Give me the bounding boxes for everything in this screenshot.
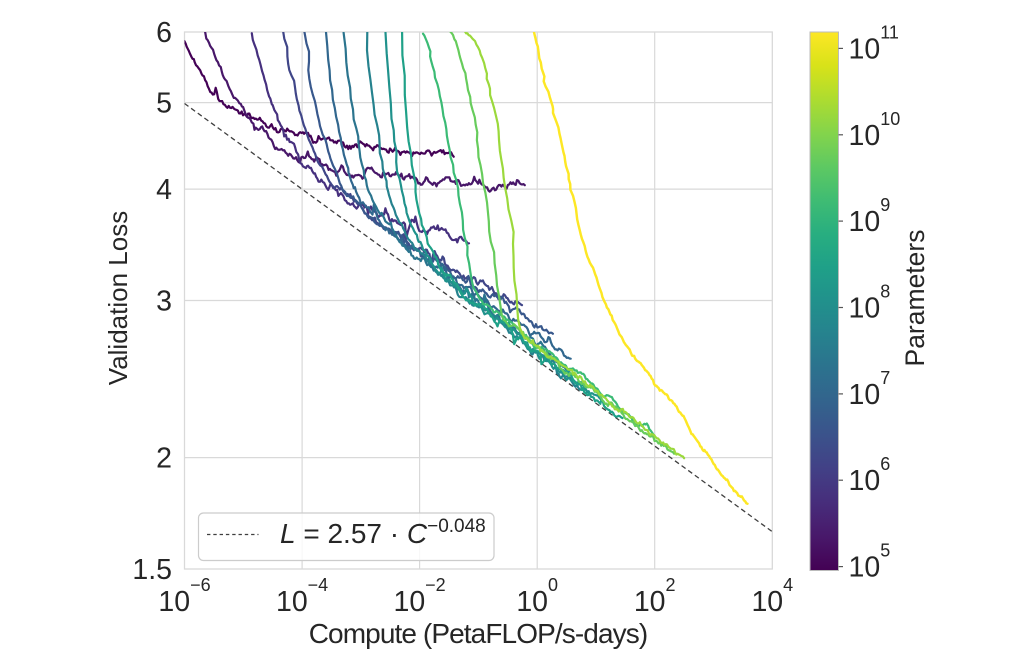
svg-text:6: 6 (156, 17, 172, 49)
svg-text:L = 2.57 · C−0.048: L = 2.57 · C−0.048 (280, 516, 486, 549)
svg-text:Parameters: Parameters (900, 230, 930, 367)
svg-text:Validation Loss: Validation Loss (103, 211, 133, 385)
svg-text:5: 5 (156, 88, 172, 120)
svg-text:3: 3 (156, 286, 172, 318)
svg-text:Compute (PetaFLOP/s-days): Compute (PetaFLOP/s-days) (309, 618, 648, 649)
svg-text:1.5: 1.5 (132, 554, 172, 586)
svg-text:2: 2 (156, 443, 172, 475)
svg-text:4: 4 (156, 174, 172, 206)
